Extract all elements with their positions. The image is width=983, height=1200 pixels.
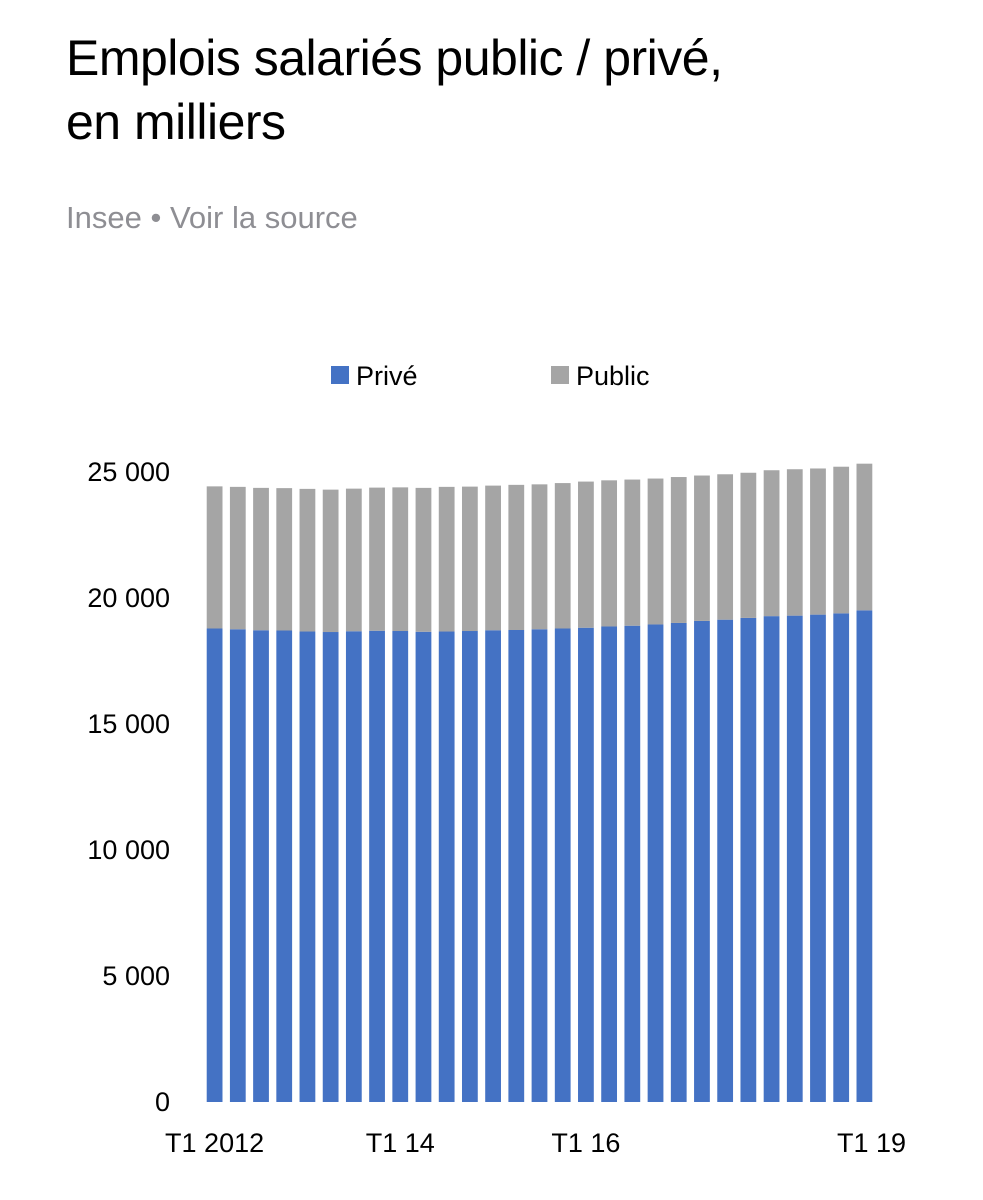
bar-group [206,463,873,1102]
y-tick-label: 20 000 [87,583,170,613]
bar-prive [578,627,594,1102]
bar-public [670,477,687,623]
bar-prive [276,630,293,1102]
y-tick-label: 25 000 [87,457,170,487]
bar-public [415,487,432,632]
bar-prive [438,631,455,1102]
bar-public [740,472,757,618]
bar-public [299,488,316,632]
bar-prive [461,631,478,1102]
source-separator: • [150,200,162,235]
bar-public [206,486,223,629]
y-tick-label: 10 000 [87,835,170,865]
bar-prive [833,613,850,1102]
bar-public [554,483,571,629]
bar-public [461,486,478,632]
bar-public [322,489,339,633]
bar-public [253,487,269,631]
bar-prive [647,624,664,1102]
bar-prive [299,631,316,1102]
bar-prive [856,610,873,1102]
bar-prive [601,626,618,1102]
y-tick-label: 5 000 [102,961,170,991]
bar-public [856,463,873,611]
bar-public [578,481,594,628]
bar-prive [694,620,710,1102]
bar-prive [229,629,246,1102]
bar-prive [253,630,269,1102]
chart-legend: Privé Public [331,361,650,391]
bar-public [786,469,803,616]
legend-swatch [551,366,569,384]
page-title-line-2: en milliers [66,94,286,150]
bar-public [485,485,501,631]
bar-prive [415,631,432,1102]
bar-public [392,487,409,632]
x-axis: T1 2012 T1 14 T1 16 T1 19 [165,1128,906,1158]
source-link[interactable]: Voir la source [169,200,358,235]
bar-public [694,475,710,621]
bar-prive [717,619,734,1102]
y-tick-label: 15 000 [87,709,170,739]
bar-public [369,487,385,631]
legend-label: Privé [356,361,418,391]
bar-public [531,484,548,630]
bar-public [601,480,618,627]
bar-public [624,479,641,626]
bar-public [810,468,826,615]
bar-prive [392,631,409,1102]
x-tick-label: T1 16 [551,1128,620,1158]
bar-prive [206,628,223,1102]
bar-public [763,470,780,617]
bar-public [833,466,850,614]
bar-prive [810,614,826,1102]
bar-public [647,478,664,625]
bar-prive [554,628,571,1102]
bar-public [438,486,455,632]
x-tick-label: T1 14 [366,1128,435,1158]
bar-prive [485,630,501,1102]
bar-public [276,488,293,631]
x-tick-label: T1 19 [837,1128,906,1158]
bar-public [345,488,362,632]
bar-prive [322,632,339,1102]
y-tick-label: 0 [155,1087,170,1117]
page-title: Emplois salariés public / privé, en mill… [66,26,946,154]
bar-prive [369,630,385,1102]
bar-public [508,484,525,630]
bar-prive [624,625,641,1102]
legend-swatch [331,366,349,384]
page-title-line-1: Emplois salariés public / privé, [66,30,723,86]
x-tick-label: T1 2012 [165,1128,264,1158]
source-line: Insee • Voir la source [66,198,358,238]
bar-prive [508,630,525,1102]
bar-prive [531,629,548,1102]
bar-prive [345,631,362,1102]
bar-prive [740,617,757,1102]
y-axis: 0 5 000 10 000 15 000 20 000 25 000 [87,457,170,1117]
bar-prive [763,616,780,1102]
source-name: Insee [66,200,142,235]
bar-public [229,486,246,630]
legend-label: Public [576,361,650,391]
bar-public [717,474,734,620]
bar-prive [786,615,803,1102]
bar-prive [670,622,687,1102]
